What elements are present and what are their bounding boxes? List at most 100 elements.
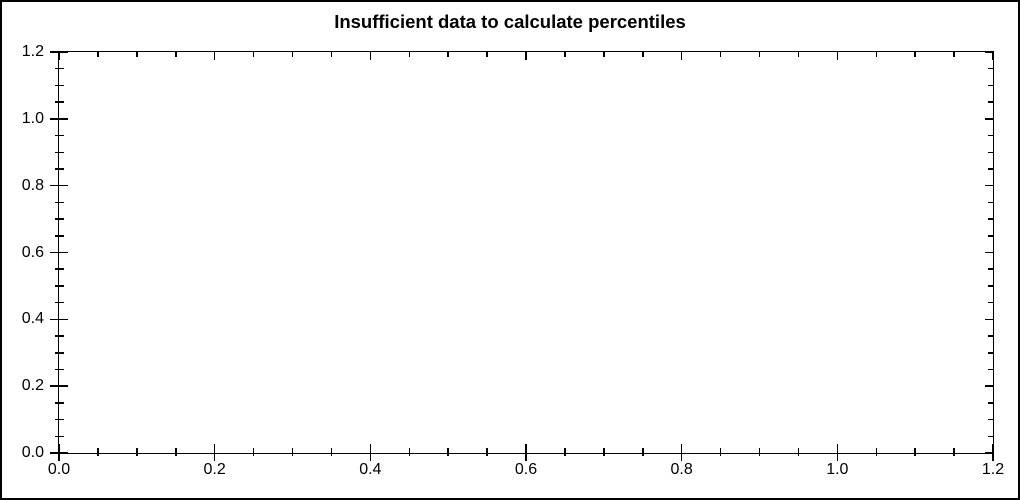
x-axis-minor-tick xyxy=(564,448,566,456)
x-axis-top-minor-tick xyxy=(758,51,761,57)
x-axis-minor-tick xyxy=(758,448,761,456)
x-axis-major-tick xyxy=(525,444,527,461)
x-axis-top-minor-tick xyxy=(136,51,138,57)
y-axis-right-minor-tick xyxy=(988,101,994,103)
y-axis-major-tick xyxy=(50,385,68,387)
x-axis-top-minor-tick xyxy=(408,51,410,57)
x-axis-top-minor-tick xyxy=(797,51,800,57)
x-axis-minor-tick xyxy=(97,448,99,456)
x-axis-major-tick xyxy=(836,444,839,461)
x-axis-top-minor-tick xyxy=(291,51,294,57)
x-axis-top-minor-tick xyxy=(447,51,449,57)
y-axis-right-major-tick xyxy=(984,51,994,53)
y-axis-right-minor-tick xyxy=(988,418,994,421)
x-axis-tick-label: 0.4 xyxy=(359,461,382,478)
x-axis-minor-tick xyxy=(953,448,955,456)
x-axis-top-major-tick xyxy=(525,51,527,60)
y-axis-right-major-tick xyxy=(984,251,994,254)
x-axis-minor-tick xyxy=(136,448,138,456)
y-axis-major-tick xyxy=(50,184,68,187)
x-axis-minor-tick xyxy=(175,448,177,456)
y-axis-right-minor-tick xyxy=(988,352,994,354)
x-axis-tick-label: 0.8 xyxy=(670,461,693,478)
x-axis-top-major-tick xyxy=(836,51,839,60)
x-axis-major-tick xyxy=(369,444,372,461)
y-axis-minor-tick xyxy=(54,335,64,337)
y-axis-minor-tick xyxy=(54,402,64,404)
y-axis-major-tick xyxy=(50,51,68,53)
x-axis-minor-tick xyxy=(797,448,800,456)
x-axis-minor-tick xyxy=(330,448,333,456)
x-axis-top-major-tick xyxy=(680,51,683,60)
x-axis-top-minor-tick xyxy=(914,51,916,57)
y-axis-right-minor-tick xyxy=(988,435,994,438)
y-axis-minor-tick xyxy=(54,368,64,371)
y-axis-right-major-tick xyxy=(984,184,994,187)
y-axis-minor-tick xyxy=(54,151,64,153)
x-axis-tick-label: 0.2 xyxy=(203,461,226,478)
x-axis-top-minor-tick xyxy=(252,51,255,57)
x-axis-top-minor-tick xyxy=(642,51,644,57)
y-axis-minor-tick xyxy=(54,285,64,287)
y-axis-tick-label: 0.4 xyxy=(21,310,44,328)
y-axis-right-major-tick xyxy=(984,385,994,387)
y-axis-right-major-tick xyxy=(984,452,994,454)
x-axis-top-minor-tick xyxy=(486,51,488,57)
x-axis-major-tick xyxy=(680,444,683,461)
y-axis-right-minor-tick xyxy=(988,218,994,220)
y-axis-major-tick xyxy=(50,251,68,254)
x-axis-minor-tick xyxy=(291,448,294,456)
y-axis-tick-label: 0.8 xyxy=(21,176,44,194)
x-axis-top-minor-tick xyxy=(875,51,877,57)
y-axis-minor-tick xyxy=(54,352,64,354)
y-axis-right-minor-tick xyxy=(988,168,994,170)
x-axis-top-minor-tick xyxy=(953,51,955,57)
y-axis-minor-tick xyxy=(54,201,64,204)
y-axis-minor-tick xyxy=(54,84,64,87)
y-axis-minor-tick xyxy=(54,435,64,438)
y-axis-right-major-tick xyxy=(984,318,994,321)
y-axis-right-minor-tick xyxy=(988,151,994,153)
y-axis-right-minor-tick xyxy=(988,67,994,70)
x-axis-top-minor-tick xyxy=(175,51,177,57)
x-axis-top-major-tick xyxy=(213,51,216,60)
y-axis-right-minor-tick xyxy=(988,268,994,270)
y-axis-right-minor-tick xyxy=(988,235,994,237)
x-axis-top-major-tick xyxy=(992,51,994,60)
x-axis-tick-label: 1.0 xyxy=(826,461,849,478)
y-axis-minor-tick xyxy=(54,218,64,220)
x-axis-minor-tick xyxy=(875,448,877,456)
y-axis-tick-label: 0.6 xyxy=(21,243,44,261)
y-axis-right-minor-tick xyxy=(988,285,994,287)
y-axis-right-minor-tick xyxy=(988,402,994,404)
x-axis-tick-label: 0.6 xyxy=(514,461,538,478)
x-axis-minor-tick xyxy=(252,448,255,456)
y-axis-minor-tick xyxy=(54,67,64,70)
y-axis-major-tick xyxy=(50,318,68,321)
y-axis-major-tick xyxy=(50,452,68,454)
y-axis-tick-label: 0.2 xyxy=(21,377,44,395)
x-axis-minor-tick xyxy=(603,448,605,456)
x-axis-top-minor-tick xyxy=(719,51,722,57)
x-axis-minor-tick xyxy=(642,448,644,456)
y-axis-minor-tick xyxy=(54,101,64,103)
y-axis-tick-label: 1.0 xyxy=(21,109,44,127)
x-axis-minor-tick xyxy=(447,448,449,456)
y-axis-right-minor-tick xyxy=(988,335,994,337)
y-axis-minor-tick xyxy=(54,168,64,170)
y-axis-minor-tick xyxy=(54,268,64,270)
y-axis-minor-tick xyxy=(54,235,64,237)
x-axis-top-major-tick xyxy=(369,51,372,60)
y-axis-right-minor-tick xyxy=(988,84,994,87)
x-axis-minor-tick xyxy=(914,448,916,456)
x-axis-tick-label: 0.0 xyxy=(47,461,71,478)
y-axis-right-minor-tick xyxy=(988,201,994,204)
x-axis-top-minor-tick xyxy=(97,51,99,57)
y-axis-right-major-tick xyxy=(984,118,994,120)
x-axis-minor-tick xyxy=(719,448,722,456)
x-axis-minor-tick xyxy=(408,448,410,456)
y-axis-right-minor-tick xyxy=(988,368,994,371)
y-axis-tick-label: 0.0 xyxy=(21,444,44,461)
